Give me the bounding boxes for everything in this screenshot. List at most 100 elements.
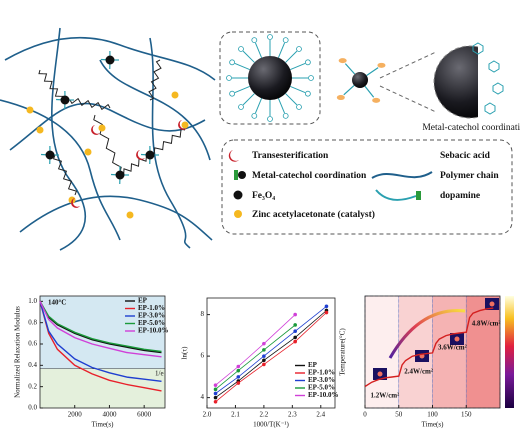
ring xyxy=(229,90,236,97)
ligand xyxy=(364,85,375,98)
catalyst-dot xyxy=(84,148,92,156)
catalyst xyxy=(338,58,347,64)
caption: Metal-catechol coordination xyxy=(422,123,520,133)
x-tick-label: 6000 xyxy=(137,411,152,419)
np-box: Metal-catechol coordination xyxy=(219,31,520,133)
y-axis-label: Normalized Relaxation Modulus xyxy=(14,306,22,398)
series-line xyxy=(39,301,162,392)
x-tick-label: 100 xyxy=(427,411,438,419)
ligand xyxy=(285,93,298,106)
ligand xyxy=(242,50,255,63)
ring xyxy=(229,59,236,66)
point xyxy=(262,354,266,358)
ring xyxy=(251,37,258,44)
legend-text: Transesterification xyxy=(252,151,329,161)
region-label: 2.4W/cm² xyxy=(404,368,433,376)
region-label: 4.8W/cm² xyxy=(472,320,501,328)
x-axis-label: 1000/T(K⁻¹) xyxy=(253,421,289,429)
plot-frame xyxy=(206,297,336,409)
point xyxy=(324,310,329,315)
hot-spot xyxy=(489,301,495,307)
ester-mark xyxy=(71,198,80,208)
legend-text: Sebacic acid xyxy=(440,151,491,161)
sebacic-chain xyxy=(38,69,64,101)
legend-text: dopamine xyxy=(440,191,480,201)
chart: 2.0 2.1 2.2 2.3 2.44681000/T(K⁻¹)ln(τ)EPEP-1… xyxy=(181,297,339,429)
x-axis-label: Time(s) xyxy=(422,421,445,429)
ring xyxy=(251,112,258,119)
ring xyxy=(238,104,244,110)
sebacic-chain xyxy=(93,114,122,173)
catalyst-dot xyxy=(171,91,179,99)
y-tick-label: 0.0 xyxy=(28,404,37,412)
catalyst-dot xyxy=(68,196,76,204)
ligand xyxy=(290,85,306,94)
chart: 0 50 100 150 Time(s) Temperature(°C) 1.2W/cm² 2… xyxy=(339,295,501,429)
fit-line xyxy=(215,314,296,386)
x-tick-label: 2.4 xyxy=(316,411,325,419)
x-axis-label: Time(s) xyxy=(92,421,115,429)
legend-text: Zinc acetylacetonate (catalyst) xyxy=(252,209,375,220)
x-tick-label: 2.2 xyxy=(260,411,269,419)
catalyst-dot xyxy=(98,124,106,132)
point xyxy=(213,387,218,392)
ring xyxy=(282,112,289,119)
y-axis-label: Temperature(°C) xyxy=(339,328,347,376)
catechol xyxy=(488,60,500,73)
chart: 1/e 2000 4000 6000 0.0 0.2 0.4 0.6 0.8 1.0 Time(s)… xyxy=(14,295,169,429)
y-axis-label: ln(τ) xyxy=(181,346,189,360)
ligand xyxy=(277,42,286,58)
colorbar xyxy=(505,296,514,408)
ring xyxy=(296,104,302,110)
point xyxy=(324,304,329,309)
ring xyxy=(308,75,314,81)
ligand xyxy=(254,98,263,114)
plot-frame xyxy=(39,295,166,409)
fe3o4-dot xyxy=(105,55,115,65)
point xyxy=(236,368,241,373)
ligand xyxy=(242,93,255,106)
point xyxy=(293,323,297,327)
point xyxy=(236,375,241,379)
point xyxy=(293,339,297,344)
point xyxy=(262,358,266,363)
ester-mark xyxy=(136,150,145,160)
legend-label: EP-1.0% xyxy=(308,369,335,377)
region-label: 3.6W/cm² xyxy=(438,344,467,352)
y-tick-label: 4 xyxy=(201,393,205,401)
ring xyxy=(238,46,244,52)
point xyxy=(262,348,266,352)
power-region xyxy=(465,295,501,409)
series-line xyxy=(364,307,494,388)
catalyst-dot xyxy=(126,211,134,219)
series-line xyxy=(39,301,162,382)
x-tick-label: 2.1 xyxy=(231,411,240,419)
legend-label: EP-3.0% xyxy=(308,376,335,384)
ligand xyxy=(366,67,379,76)
series-line xyxy=(39,300,162,353)
legend-label: EP xyxy=(138,297,148,305)
sebacic-chain xyxy=(52,154,78,196)
ligand xyxy=(344,63,356,75)
point xyxy=(293,329,297,334)
legend-label: EP-5.0% xyxy=(308,384,335,392)
series-line xyxy=(39,300,162,358)
y-tick-label: 0.6 xyxy=(28,340,37,348)
sebacic-chain xyxy=(148,59,162,101)
ester-mark xyxy=(91,125,100,135)
annotation: 140°C xyxy=(48,299,66,307)
legend-label: EP xyxy=(308,361,318,369)
catalyst xyxy=(377,62,386,68)
y-tick-label: 0.2 xyxy=(28,382,37,390)
y-tick-label: 6 xyxy=(201,352,205,360)
point xyxy=(236,381,241,385)
series-line xyxy=(39,300,162,354)
fe3o4-dot xyxy=(115,170,125,180)
point xyxy=(213,399,218,404)
catalyst xyxy=(372,97,381,103)
ester-mark xyxy=(178,120,187,130)
y-tick-label: 1.0 xyxy=(28,297,37,305)
legend-label: EP-5.0% xyxy=(138,319,165,327)
legend-text: Polymer chain xyxy=(440,171,499,181)
legend-text: Metal-catechol coordination xyxy=(252,171,367,181)
